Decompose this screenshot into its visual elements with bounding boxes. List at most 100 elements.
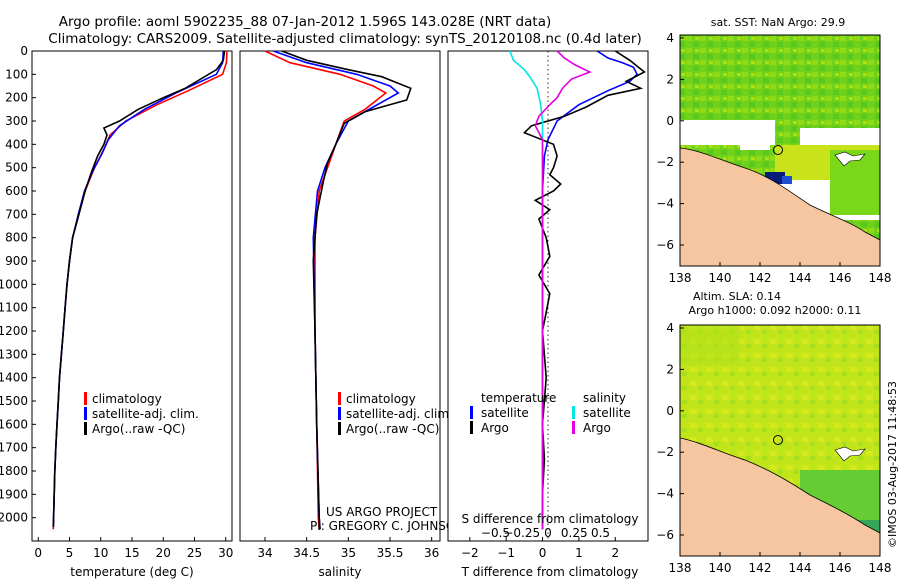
depth-tick-label: 2000	[0, 511, 28, 525]
depth-tick-label: 700	[5, 207, 28, 221]
legend-swatch-t-argo	[470, 421, 473, 434]
difference-lines	[509, 50, 646, 530]
depth-tick-label: 600	[5, 184, 28, 198]
s-diff-tick-label: −0.5	[481, 526, 510, 540]
sst-map-lon-label: 148	[869, 271, 892, 285]
temperature-x-tick-label: 10	[93, 546, 108, 560]
difference-legend: temperature satellite Argo salinity sate…	[470, 391, 631, 435]
legend-label-argo: Argo(..raw -QC)	[92, 422, 185, 436]
sst-map-lat-label: 4	[666, 31, 674, 45]
depth-tick-label: 1300	[0, 347, 28, 361]
depth-y-ticks: 0 100 200 300 400 500 600 700 800 900 1000 1100 1200…	[0, 44, 36, 525]
credit-pi: PI: GREGORY C. JOHNSON	[310, 519, 464, 533]
salinity-series-argo-raw-qc	[281, 50, 412, 530]
legend-title-temperature: temperature	[481, 391, 556, 405]
temperature-panel: 0 5 10 15 20 25 30 0 100 200 300 400 500 600 700 800 90…	[0, 44, 233, 579]
depth-tick-label: 500	[5, 161, 28, 175]
temperature-x-label: temperature (deg C)	[70, 565, 193, 579]
depth-tick-label: 200	[5, 91, 28, 105]
salinity-panel: 34 34.5 35 35.5 36 salinity climatology sate…	[239, 50, 464, 579]
t-difference-x-label: T difference from climatology	[461, 565, 639, 579]
sst-map-field	[680, 35, 880, 266]
sla-map-lon-label: 142	[749, 561, 772, 575]
depth-tick-label: 100	[5, 67, 28, 81]
differences-x-tick-label: 1	[575, 546, 583, 560]
legend-swatch-satellite	[338, 407, 341, 420]
sla-map-lon-label: 138	[669, 561, 692, 575]
legend-swatch-s-satellite	[572, 406, 575, 419]
legend-label-t-satellite: satellite	[481, 406, 529, 420]
differences-x-tick-label: 2	[611, 546, 619, 560]
differences-x-tick-label: −1	[497, 546, 515, 560]
differences-series-s-argo	[534, 50, 592, 530]
depth-tick-label: 900	[5, 254, 28, 268]
depth-tick-label: 1900	[0, 487, 28, 501]
difference-panel: −2 −1 0 1 2 −0.5−0.25 0 0.25 0.5 S difference f…	[447, 50, 649, 579]
s-diff-tick-label: 0	[544, 526, 552, 540]
legend-label-argo: Argo(..raw -QC)	[346, 422, 439, 436]
figure-title-line2: Climatology: CARS2009. Satellite-adjuste…	[48, 31, 641, 47]
s-diff-tick-label: 0.5	[591, 526, 610, 540]
sst-map-lon-label: 138	[669, 271, 692, 285]
salinity-x-label: salinity	[318, 565, 361, 579]
salinity-x-tick-label: 35	[341, 546, 356, 560]
imos-timestamp: ©IMOS 03-Aug-2017 11:48:53	[886, 381, 899, 548]
sst-map: sat. SST: NaN Argo: 29.9	[656, 16, 891, 285]
sst-map-frame	[679, 34, 881, 267]
sla-map-field	[680, 325, 880, 556]
depth-tick-label: 1100	[0, 301, 28, 315]
depth-tick-label: 1800	[0, 464, 28, 478]
sla-map-lon-label: 148	[869, 561, 892, 575]
depth-tick-label: 400	[5, 137, 28, 151]
salinity-legend: climatology satellite-adj. clim. Argo(..…	[338, 392, 453, 436]
legend-label-t-argo: Argo	[481, 421, 509, 435]
depth-tick-label: 1500	[0, 394, 28, 408]
legend-swatch-climatology	[84, 392, 87, 405]
sla-map-subtitle: Argo h1000: 0.092 h2000: 0.11	[689, 304, 862, 317]
sst-map-lon-label: 146	[829, 271, 852, 285]
sst-map-lat-label: −6	[656, 238, 674, 252]
temperature-legend: climatology satellite-adj. clim. Argo(..…	[84, 392, 199, 436]
legend-label-satellite: satellite-adj. clim.	[346, 407, 453, 421]
temperature-x-tick-label: 20	[156, 546, 171, 560]
legend-swatch-argo	[84, 422, 87, 435]
temperature-x-tick-label: 30	[218, 546, 233, 560]
sst-map-lat-label: 2	[666, 72, 674, 86]
salinity-plot-frame	[239, 50, 441, 542]
legend-swatch-s-argo	[572, 421, 575, 434]
sla-map-y-ticks: 4 2 0 −2 −4 −6	[656, 321, 684, 542]
s-diff-tick-label: −0.25	[503, 526, 540, 540]
sst-map-lat-label: 0	[666, 114, 674, 128]
s-diff-tick-label: 0.25	[561, 526, 588, 540]
sst-map-lat-label: −2	[656, 155, 674, 169]
salinity-x-tick-label: 34.5	[293, 546, 320, 560]
sla-map-lon-label: 140	[709, 561, 732, 575]
temperature-x-tick-label: 5	[66, 546, 74, 560]
sst-map-title: sat. SST: NaN Argo: 29.9	[711, 16, 845, 29]
legend-title-salinity: salinity	[583, 391, 626, 405]
salinity-lines	[264, 50, 412, 530]
temperature-lines	[52, 50, 228, 530]
figure-title-line1: Argo profile: aoml 5902235_88 07-Jan-201…	[59, 14, 551, 30]
sla-map-frame	[679, 324, 881, 557]
s-difference-label: S difference from climatology	[462, 512, 639, 526]
sla-map-lat-label: 0	[666, 404, 674, 418]
temperature-plot-frame	[31, 50, 233, 542]
sla-map-lat-label: −4	[656, 487, 674, 501]
sla-map-lat-label: −2	[656, 445, 674, 459]
sst-map-lon-label: 142	[749, 271, 772, 285]
temperature-series-argo-raw-qc	[52, 50, 226, 528]
temperature-x-tick-label: 25	[187, 546, 202, 560]
salinity-x-tick-label: 35.5	[377, 546, 404, 560]
difference-plot-frame	[447, 50, 649, 542]
sla-map: Altim. SLA: 0.14 Argo h1000: 0.092 h2000…	[656, 290, 891, 575]
sla-map-x-ticks: 138 140 142 144 146 148	[669, 552, 892, 575]
sla-map-lat-label: 2	[666, 362, 674, 376]
depth-tick-label: 300	[5, 114, 28, 128]
sst-map-y-ticks: 4 2 0 −2 −4 −6	[656, 31, 684, 252]
legend-label-satellite: satellite-adj. clim.	[92, 407, 199, 421]
sst-map-lon-label: 140	[709, 271, 732, 285]
sst-map-lat-label: −4	[656, 197, 674, 211]
sla-map-lat-label: 4	[666, 321, 674, 335]
